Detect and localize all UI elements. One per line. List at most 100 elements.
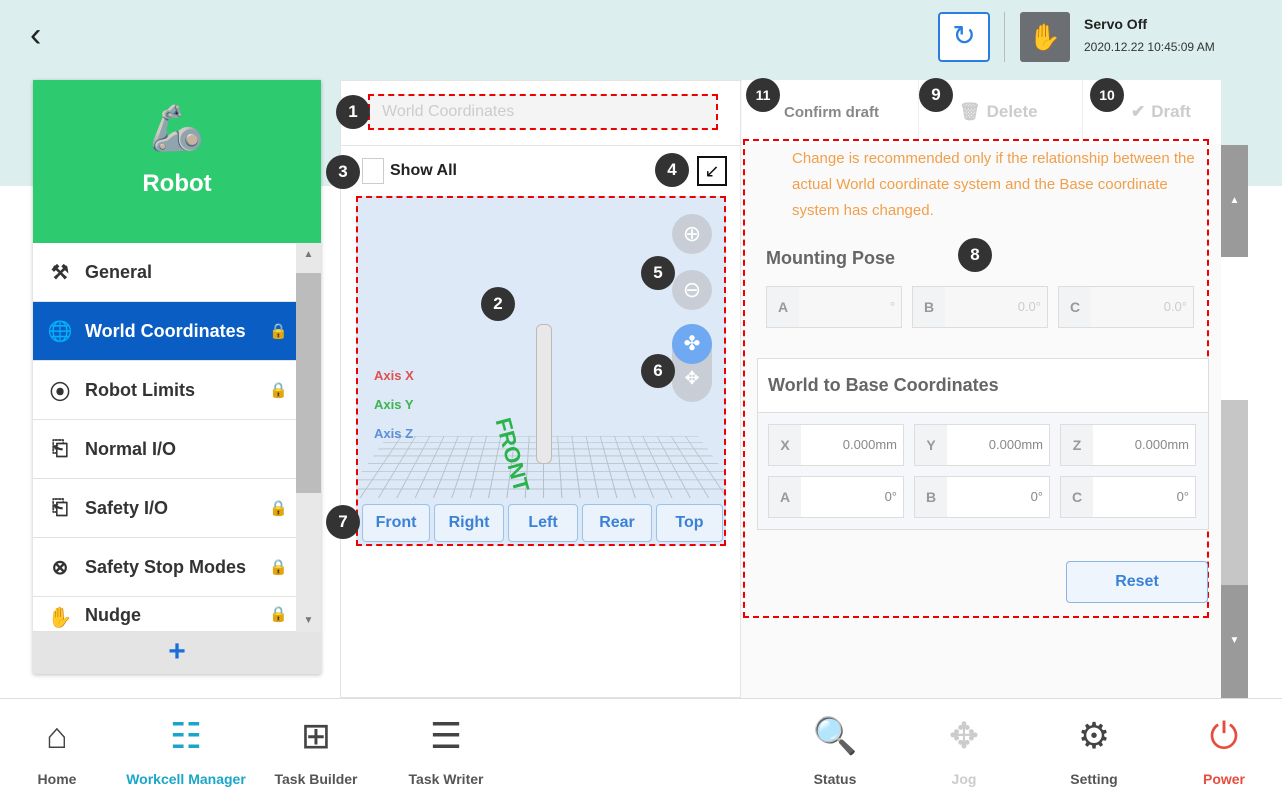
stop-icon: ⊗ xyxy=(51,556,69,579)
view-rear-button[interactable]: Rear xyxy=(582,504,652,542)
field-label: Y xyxy=(915,425,947,465)
draft-label: Draft xyxy=(1151,102,1191,121)
sidebar-item-nudge[interactable]: ✋ Nudge 🔒 xyxy=(33,597,296,632)
sidebar-item-safety-stop-modes[interactable]: ⊗ Safety Stop Modes 🔒 xyxy=(33,538,296,597)
name-input[interactable]: World Coordinates xyxy=(368,94,718,130)
trash-icon: 🗑 xyxy=(959,102,981,121)
field-unit: mm xyxy=(875,437,897,452)
world-to-base-title: World to Base Coordinates xyxy=(768,375,999,395)
robot-arm-icon: ⚒ xyxy=(51,261,69,284)
scroll-thumb[interactable] xyxy=(1221,400,1248,585)
check-circle-icon: ✔ xyxy=(1131,102,1146,121)
field-label: A xyxy=(767,287,799,327)
show-all-label: Show All xyxy=(390,162,457,179)
callout-badge: 7 xyxy=(326,505,360,539)
robot-model xyxy=(536,324,552,464)
mounting-b-field[interactable]: B 0.0° xyxy=(912,286,1048,328)
view-right-button[interactable]: Right xyxy=(434,504,504,542)
3d-viewer[interactable]: FRONT Axis X Axis Y Axis Z ⊕ ⊖ ✤ ✥ xyxy=(356,196,726,546)
gear-icon: ⚙ xyxy=(1077,715,1111,756)
nav-jog[interactable]: ✥ Jog xyxy=(904,715,1024,787)
sidebar-item-label: General xyxy=(85,261,153,282)
field-label: X xyxy=(769,425,801,465)
datetime: 2020.12.22 10:45:09 AM xyxy=(1084,40,1215,54)
wb-z-field[interactable]: Z 0.000mm xyxy=(1060,424,1196,466)
sidebar: 🦾 Robot ⚒ General 🌐 World Coordinates 🔒 ⦿ Ro… xyxy=(33,80,321,674)
field-value: 0° xyxy=(1176,489,1189,504)
nav-task-builder[interactable]: ⊞ Task Builder xyxy=(256,715,376,787)
nav-power[interactable]: ⏻ Power xyxy=(1164,715,1282,787)
callout-badge: 2 xyxy=(481,287,515,321)
pan-icon[interactable]: ✥ xyxy=(684,368,700,388)
show-all-checkbox[interactable] xyxy=(362,158,384,184)
sidebar-item-robot-limits[interactable]: ⦿ Robot Limits 🔒 xyxy=(33,361,296,420)
callout-badge: 1 xyxy=(336,95,370,129)
sidebar-item-general[interactable]: ⚒ General xyxy=(33,243,296,302)
axis-x-label: Axis X xyxy=(374,368,414,383)
status-icon: 🔍 xyxy=(812,715,858,756)
callout-badge: 6 xyxy=(641,354,675,388)
servo-hand-icon[interactable]: ✋ xyxy=(1020,12,1070,62)
task-writer-icon: ☰ xyxy=(429,715,463,756)
mounting-pose-title: Mounting Pose xyxy=(766,248,895,268)
field-value: 0.000 xyxy=(1134,437,1168,452)
sidebar-item-label: Nudge xyxy=(85,605,141,625)
nav-label: Status xyxy=(813,771,857,787)
sidebar-scroll-thumb[interactable] xyxy=(296,273,321,493)
nav-home[interactable]: ⌂ Home xyxy=(0,715,117,787)
settings-scrollbar[interactable]: ▲ ▼ xyxy=(1221,145,1248,698)
nav-setting[interactable]: ⚙ Setting xyxy=(1034,715,1154,787)
wb-b-field[interactable]: B 0° xyxy=(914,476,1050,518)
home-icon: ⌂ xyxy=(46,715,68,756)
add-button[interactable]: + xyxy=(33,632,321,674)
nav-status[interactable]: 🔍 Status xyxy=(775,715,895,787)
expand-button[interactable]: ↙ xyxy=(697,156,727,186)
nav-label: Power xyxy=(1202,771,1245,787)
callout-badge: 3 xyxy=(326,155,360,189)
wb-y-field[interactable]: Y 0.000mm xyxy=(914,424,1050,466)
wb-a-field[interactable]: A 0° xyxy=(768,476,904,518)
zoom-in-button[interactable]: ⊕ xyxy=(672,214,712,254)
sidebar-item-normal-io[interactable]: ⎗ Normal I/O xyxy=(33,420,296,479)
delete-label: Delete xyxy=(986,102,1038,121)
mounting-a-field[interactable]: A ° xyxy=(766,286,902,328)
robot-header: 🦾 Robot xyxy=(33,80,321,243)
axis-z-label: Axis Z xyxy=(374,426,414,441)
field-label: B xyxy=(913,287,945,327)
task-builder-icon: ⊞ xyxy=(300,715,332,756)
nav-label: Setting xyxy=(1070,771,1118,787)
callout-badge: 10 xyxy=(1090,78,1124,112)
divider xyxy=(340,145,741,146)
workcell-icon: ☷ xyxy=(169,715,203,756)
zoom-in-icon: ⊕ xyxy=(682,221,702,246)
lock-icon: 🔒 xyxy=(269,500,288,517)
field-unit: mm xyxy=(1167,437,1189,452)
sidebar-item-safety-io[interactable]: ⎗ Safety I/O 🔒 xyxy=(33,479,296,538)
wb-c-field[interactable]: C 0° xyxy=(1060,476,1196,518)
view-front-button[interactable]: Front xyxy=(362,504,430,542)
sidebar-item-label: Safety Stop Modes xyxy=(85,556,247,577)
view-mode-toggle[interactable]: ✤ ✥ xyxy=(672,324,712,402)
back-button[interactable]: ‹ xyxy=(30,16,42,54)
callout-badge: 11 xyxy=(746,78,780,112)
zoom-out-button[interactable]: ⊖ xyxy=(672,270,712,310)
delete-tab[interactable]: 🗑 Delete xyxy=(918,80,1082,144)
nav-task-writer[interactable]: ☰ Task Writer xyxy=(386,715,506,787)
lock-icon: 🔒 xyxy=(269,559,288,576)
sidebar-item-label: Safety I/O xyxy=(85,497,169,518)
mounting-c-field[interactable]: C 0.0° xyxy=(1058,286,1194,328)
nav-workcell-manager[interactable]: ☷ Workcell Manager xyxy=(118,715,254,787)
field-label: C xyxy=(1059,287,1091,327)
view-top-button[interactable]: Top xyxy=(656,504,723,542)
rotate-icon[interactable]: ✤ xyxy=(672,324,712,364)
power-icon: ⏻ xyxy=(1209,715,1239,756)
view-left-button[interactable]: Left xyxy=(508,504,578,542)
wb-x-field[interactable]: X 0.000mm xyxy=(768,424,904,466)
sidebar-item-world-coordinates[interactable]: 🌐 World Coordinates 🔒 xyxy=(33,302,296,361)
globe-icon: 🌐 xyxy=(47,320,73,343)
world-to-base-header: World to Base Coordinates xyxy=(758,359,1208,413)
lock-icon: 🔒 xyxy=(269,323,288,340)
refresh-button[interactable]: ↻ xyxy=(938,12,990,62)
callout-badge: 5 xyxy=(641,256,675,290)
reset-button[interactable]: Reset xyxy=(1066,561,1208,603)
